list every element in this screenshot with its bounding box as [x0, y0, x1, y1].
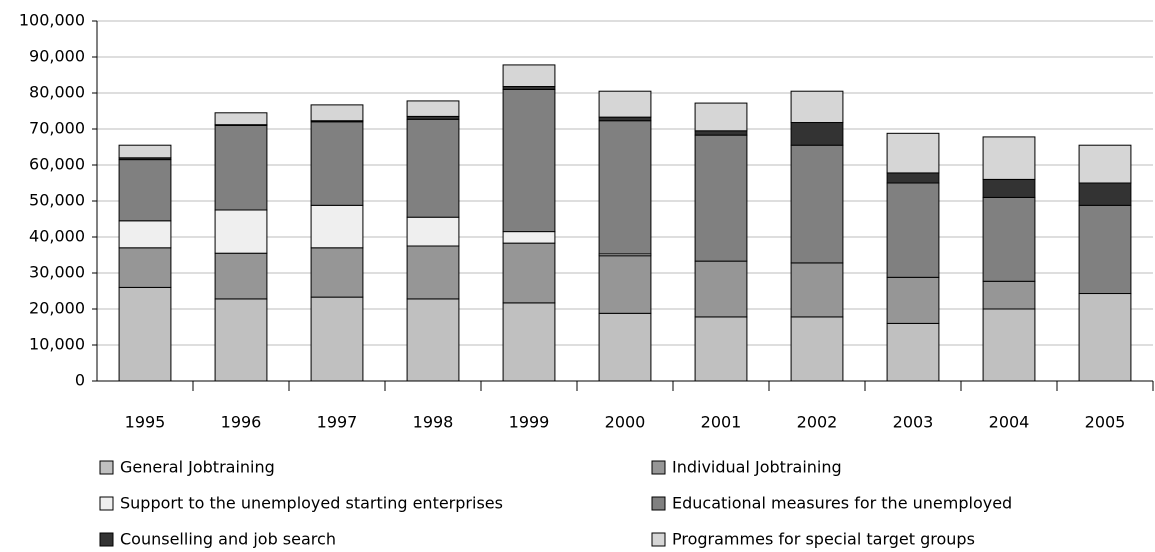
bar-segment: [406, 245, 460, 300]
bar-segment: [790, 122, 844, 146]
bar-segment: [118, 159, 172, 222]
bar-segment: [502, 64, 556, 88]
bar-segment: [598, 255, 652, 314]
bar-segment: [1078, 293, 1132, 382]
bar-segment: [598, 120, 652, 255]
bar-segment: [310, 204, 364, 249]
bar-segment: [406, 100, 460, 117]
y-tick-label: 70,000: [29, 119, 85, 138]
x-tick-label: 2005: [1085, 413, 1126, 432]
bar-segment: [790, 90, 844, 124]
bar-segment: [982, 280, 1036, 310]
bar-segment: [694, 260, 748, 318]
bar-segment: [118, 247, 172, 288]
bar-segment: [310, 247, 364, 298]
y-tick-label: 0: [75, 371, 85, 390]
bar-segment: [598, 90, 652, 118]
bar-segment: [310, 296, 364, 382]
bar-segment: [598, 116, 652, 122]
legend-label: Support to the unemployed starting enter…: [120, 494, 503, 513]
y-tick-label: 80,000: [29, 83, 85, 102]
bar-segment: [982, 136, 1036, 180]
bar-segment: [694, 134, 748, 262]
x-tick-label: 2004: [989, 413, 1030, 432]
y-tick-label: 40,000: [29, 227, 85, 246]
bar-segment: [982, 308, 1036, 382]
bar-segment: [406, 298, 460, 382]
bar-segment: [214, 298, 268, 382]
legend-label: Programmes for special target groups: [672, 530, 975, 549]
bar-segment: [310, 104, 364, 122]
legend-swatch: [99, 460, 114, 475]
y-tick-label: 30,000: [29, 263, 85, 282]
bar-segment: [406, 118, 460, 218]
x-tick-label: 1995: [125, 413, 166, 432]
bar-segment: [502, 302, 556, 382]
bar-segment: [502, 231, 556, 244]
bar-segment: [982, 196, 1036, 282]
bar-segment: [118, 286, 172, 382]
bar-segment: [502, 88, 556, 233]
legend-swatch: [651, 460, 666, 475]
bar-segment: [406, 216, 460, 247]
x-tick-label: 1996: [221, 413, 262, 432]
bar-segment: [886, 172, 940, 184]
legend-label: General Jobtraining: [120, 458, 275, 477]
bar-segment: [118, 220, 172, 249]
x-tick-label: 2001: [701, 413, 742, 432]
bar-segment: [886, 182, 940, 278]
bar-segment: [886, 322, 940, 382]
y-tick-label: 100,000: [19, 11, 85, 30]
y-tick-label: 20,000: [29, 299, 85, 318]
legend-label: Educational measures for the unemployed: [672, 494, 1012, 513]
bar-segment: [214, 252, 268, 300]
bar-segment: [214, 112, 268, 126]
bar-segment: [598, 312, 652, 382]
bar-segment: [214, 209, 268, 254]
bar-segment: [1078, 144, 1132, 184]
bar-segment: [1078, 182, 1132, 206]
bar-segment: [694, 316, 748, 382]
legend-swatch: [99, 496, 114, 511]
legend-swatch: [651, 496, 666, 511]
x-tick-label: 1998: [413, 413, 454, 432]
y-tick-label: 90,000: [29, 47, 85, 66]
legend-label: Counselling and job search: [120, 530, 336, 549]
legend-label: Individual Jobtraining: [672, 458, 842, 477]
bar-segment: [310, 121, 364, 206]
x-tick-label: 1999: [509, 413, 550, 432]
bar-segment: [214, 124, 268, 211]
bar-segment: [694, 130, 748, 136]
bar-segment: [790, 316, 844, 382]
bar-segment: [982, 178, 1036, 198]
legend-swatch: [651, 532, 666, 547]
x-tick-label: 1997: [317, 413, 358, 432]
y-tick-label: 10,000: [29, 335, 85, 354]
bar-segment: [1078, 204, 1132, 295]
bar-segment: [790, 262, 844, 318]
bar-segment: [886, 276, 940, 324]
x-tick-label: 2003: [893, 413, 934, 432]
x-tick-label: 2002: [797, 413, 838, 432]
bar-segment: [118, 144, 172, 159]
bar-segment: [790, 144, 844, 264]
bar-segment: [694, 102, 748, 132]
y-tick-label: 50,000: [29, 191, 85, 210]
x-tick-label: 2000: [605, 413, 646, 432]
legend-swatch: [99, 532, 114, 547]
bar-segment: [502, 242, 556, 304]
y-tick-label: 60,000: [29, 155, 85, 174]
bar-segment: [886, 132, 940, 174]
